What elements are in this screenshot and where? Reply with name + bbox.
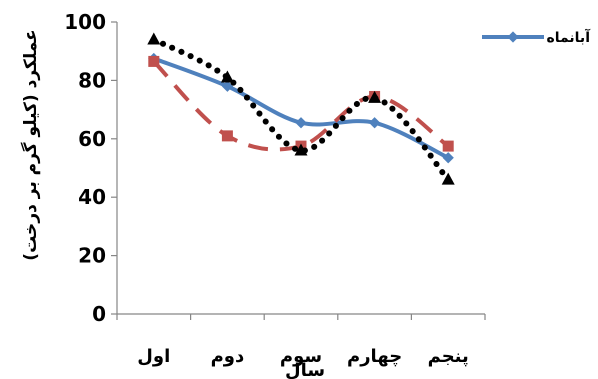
data-point <box>221 130 233 142</box>
data-point <box>442 152 454 164</box>
data-point <box>147 32 161 45</box>
data-point <box>295 117 307 129</box>
x-tick-label: اول <box>137 346 170 367</box>
legend-marker <box>507 31 519 43</box>
x-tick-label: دوم <box>211 346 245 367</box>
legend-label: آبانماه <box>547 28 592 46</box>
x-tick-label: پنجم <box>428 346 469 367</box>
y-tick-label: 80 <box>78 68 106 92</box>
data-point <box>294 143 308 156</box>
y-tick-label: 0 <box>92 302 106 326</box>
data-point <box>148 55 160 67</box>
series-line <box>152 60 450 152</box>
series-line <box>150 36 452 183</box>
y-tick-label: 60 <box>78 127 106 151</box>
y-axis-label: عملکرد (کیلو گرم بر درخت) <box>20 29 41 260</box>
y-tick-label: 20 <box>78 244 106 268</box>
data-point <box>442 140 454 152</box>
data-point <box>441 172 455 185</box>
series-3 <box>147 32 455 185</box>
x-axis-label: سال <box>285 360 325 379</box>
y-tick-label: 40 <box>78 185 106 209</box>
data-point <box>220 70 234 83</box>
data-point <box>368 117 381 129</box>
y-tick-labels: 0 20 40 60 80 100 <box>64 10 106 326</box>
data-point <box>368 90 382 103</box>
chart-axes <box>111 21 486 320</box>
x-tick-label: سوم <box>280 346 322 367</box>
y-tick-label: 100 <box>64 10 106 34</box>
x-tick-label: چهارم <box>347 346 402 367</box>
legend: آبانماه <box>482 28 591 46</box>
series-layer <box>147 32 455 185</box>
x-tick-labels: اول دوم سوم چهارم پنجم <box>137 346 468 367</box>
